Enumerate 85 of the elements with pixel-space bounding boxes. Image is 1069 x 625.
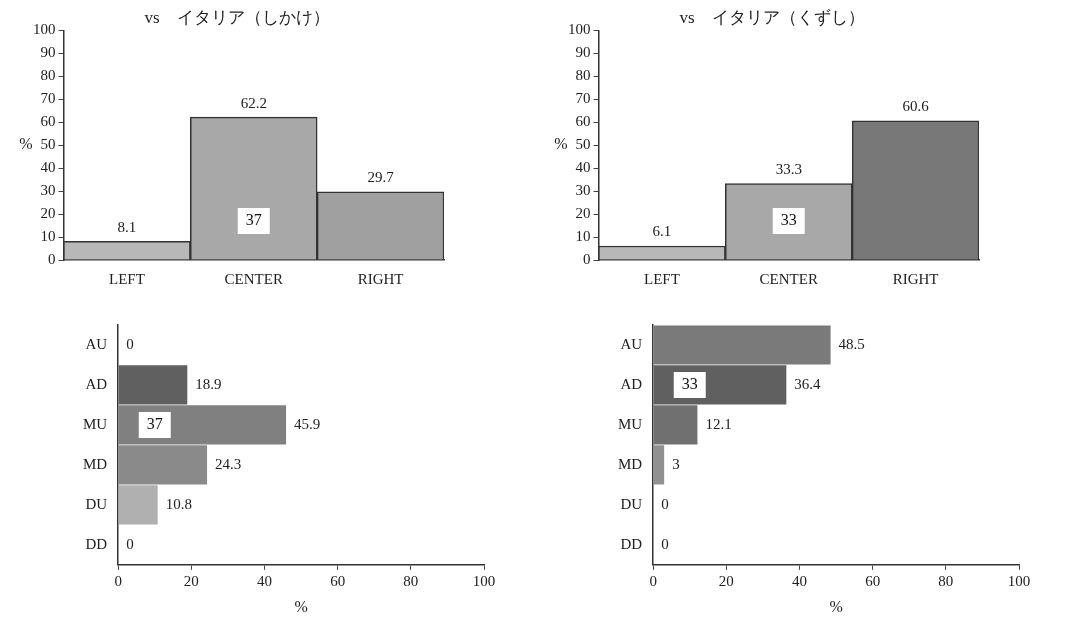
data-label: 33.3 <box>775 160 802 177</box>
x-tick-label: 100 <box>1007 572 1031 589</box>
data-label: 3 <box>672 455 680 472</box>
data-label: 0 <box>661 535 669 552</box>
data-label: 18.9 <box>195 375 222 392</box>
y-tick-label: 50 <box>40 136 56 153</box>
y-tick-label: 80 <box>575 67 591 84</box>
annotation: 33 <box>780 211 797 229</box>
x-tick-label: 80 <box>938 572 954 589</box>
y-tick-label: MD <box>618 455 643 472</box>
x-axis-title: % <box>294 597 308 615</box>
y-tick-label: DD <box>85 535 108 552</box>
y-tick-label: 60 <box>40 113 56 130</box>
annotation: 33 <box>681 375 698 393</box>
y-tick-label: 70 <box>575 90 591 107</box>
data-label: 0 <box>126 535 134 552</box>
data-label: 45.9 <box>294 415 321 432</box>
x-tick-label: 0 <box>114 572 122 589</box>
x-tick-label: 60 <box>330 572 346 589</box>
x-tick-label: 40 <box>257 572 272 589</box>
y-tick-label: 40 <box>575 159 591 176</box>
y-tick-label: DU <box>620 495 643 512</box>
y-tick-label: 0 <box>583 250 591 267</box>
y-axis-title: % <box>19 135 33 153</box>
x-axis-title: % <box>829 597 843 615</box>
y-tick-label: 30 <box>40 182 56 199</box>
y-tick-label: 90 <box>575 44 591 61</box>
x-tick-label: 20 <box>718 572 734 589</box>
x-tick-label: LEFT <box>643 270 680 287</box>
chart-title: vs イタリア（くずし） <box>679 7 865 27</box>
y-tick-label: 40 <box>40 159 56 176</box>
data-label: 6.1 <box>652 223 672 240</box>
y-tick-label: 50 <box>575 136 591 153</box>
y-tick-label: 10 <box>575 227 591 244</box>
y-tick-label: MD <box>83 455 108 472</box>
data-label: 29.7 <box>367 169 395 186</box>
x-tick-label: LEFT <box>108 270 145 287</box>
y-tick-label: 0 <box>48 250 56 267</box>
data-label: 0 <box>126 335 134 352</box>
x-tick-label: 40 <box>792 572 807 589</box>
x-tick-label: RIGHT <box>892 270 939 287</box>
y-tick-label: 90 <box>40 44 56 61</box>
x-tick-label: CENTER <box>759 270 818 287</box>
chart-title: vs イタリア（しかけ） <box>144 7 330 27</box>
y-tick-label: 100 <box>568 21 591 38</box>
y-tick-label: DU <box>85 495 108 512</box>
data-label: 0 <box>661 495 669 512</box>
bar <box>653 445 665 485</box>
bar <box>118 365 188 405</box>
y-tick-label: AU <box>85 335 108 352</box>
y-tick-label: 100 <box>33 21 56 38</box>
y-tick-label: DD <box>620 535 643 552</box>
y-tick-label: AU <box>620 335 643 352</box>
y-tick-label: 30 <box>575 182 591 199</box>
y-tick-label: 60 <box>575 113 591 130</box>
y-tick-label: 80 <box>40 67 56 84</box>
data-label: 10.8 <box>165 495 192 512</box>
x-tick-label: 80 <box>403 572 419 589</box>
bar <box>653 405 698 445</box>
data-label: 60.6 <box>902 98 930 115</box>
x-tick-label: 60 <box>865 572 881 589</box>
bar <box>653 325 831 365</box>
data-label: 48.5 <box>838 335 865 352</box>
data-label: 36.4 <box>794 375 822 392</box>
x-tick-label: 20 <box>183 572 199 589</box>
x-tick-label: 100 <box>472 572 496 589</box>
x-tick-label: CENTER <box>224 270 283 287</box>
y-tick-label: 10 <box>40 227 56 244</box>
data-label: 12.1 <box>705 415 732 432</box>
bar <box>118 485 158 525</box>
y-tick-label: MU <box>618 415 643 432</box>
y-tick-label: 20 <box>40 205 56 222</box>
y-tick-label: MU <box>83 415 108 432</box>
data-label: 24.3 <box>215 455 242 472</box>
x-tick-label: 0 <box>649 572 657 589</box>
y-tick-label: AD <box>85 375 108 392</box>
data-label: 62.2 <box>240 94 267 111</box>
data-label: 8.1 <box>117 218 137 235</box>
y-axis-title: % <box>554 135 568 153</box>
y-tick-label: AD <box>620 375 643 392</box>
annotation: 37 <box>245 211 262 229</box>
y-tick-label: 20 <box>575 205 591 222</box>
x-tick-label: RIGHT <box>357 270 404 287</box>
annotation: 37 <box>146 415 163 433</box>
y-tick-label: 70 <box>40 90 56 107</box>
